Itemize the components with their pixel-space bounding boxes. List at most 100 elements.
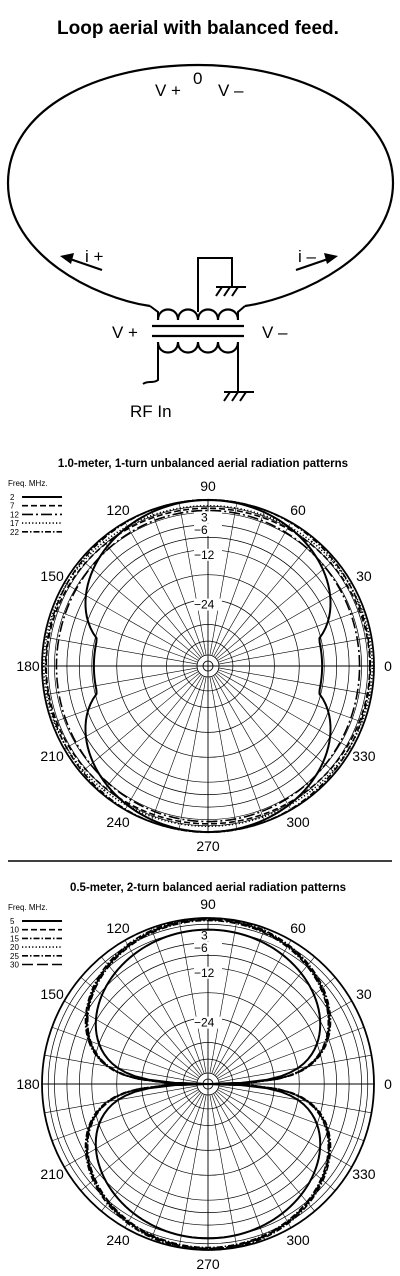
db-label-bg: [194, 548, 222, 561]
db-tick-label: 6: [201, 941, 208, 955]
grid-spoke: [178, 1094, 207, 1248]
db-label-bg: [194, 598, 222, 611]
grid-spoke: [209, 676, 238, 830]
db-label-bg: [194, 941, 222, 954]
series-17-line: [42, 504, 374, 828]
chart-title: 0.5-meter, 2-turn balanced aerial radiat…: [70, 882, 346, 894]
grid-spoke: [213, 1093, 292, 1228]
db-tick-sign: −: [194, 598, 201, 612]
db-tick-label: 3: [201, 510, 208, 524]
db-tick-sign: −: [194, 966, 201, 980]
angle-tick-label: 330: [352, 1166, 376, 1182]
grid-spoke: [209, 920, 238, 1074]
secondary-coil: [156, 308, 240, 321]
angle-tick-label: 270: [196, 838, 220, 854]
angle-tick-label: 90: [200, 478, 216, 494]
angle-tick-label: 0: [384, 1076, 392, 1092]
feed-lead-right: [237, 305, 246, 320]
angle-tick-label: 270: [196, 1256, 220, 1272]
label-v-plus-top: V +: [155, 81, 181, 100]
grid-spoke: [124, 940, 203, 1075]
ground-icon: [223, 391, 254, 402]
grid-spoke: [80, 672, 200, 773]
legend-label: 30: [10, 961, 19, 970]
polar-chart-balanced: 0.5-meter, 2-turn balanced aerial radiat…: [8, 882, 392, 1272]
db-tick-sign: −: [194, 548, 201, 562]
grid-spoke: [217, 582, 352, 661]
legend-label: 20: [10, 943, 19, 952]
legend-label: 22: [10, 528, 19, 537]
angle-tick-label: 90: [200, 896, 216, 912]
legend-label: 25: [10, 952, 19, 961]
legend-label: 10: [10, 926, 19, 935]
grid-spoke: [44, 636, 198, 665]
db-tick-sign: −: [194, 1016, 201, 1030]
angle-tick-label: 120: [106, 920, 130, 936]
angle-tick-label: 210: [40, 1166, 64, 1182]
grid-spoke: [64, 582, 199, 661]
angle-tick-label: 150: [40, 986, 64, 1002]
label-i-plus: i +: [85, 247, 104, 266]
label-i-minus: i –: [298, 247, 317, 266]
grid-spoke: [213, 940, 292, 1075]
grid-spoke: [213, 675, 292, 810]
legend-title: Freq. MHz.: [8, 479, 48, 488]
grid-spoke: [80, 977, 200, 1078]
grid-spoke: [80, 1090, 200, 1191]
grid-spoke: [216, 559, 336, 660]
angle-tick-label: 180: [16, 1076, 40, 1092]
grid-spoke: [218, 608, 365, 663]
angle-tick-label: 0: [384, 658, 392, 674]
grid-spoke: [216, 1090, 336, 1191]
grid-spoke: [64, 1000, 199, 1079]
grid-spoke: [178, 676, 207, 830]
grid-spoke: [214, 538, 315, 658]
angle-tick-label: 210: [40, 748, 64, 764]
db-label-bg: [194, 1016, 222, 1029]
grid-spoke: [209, 502, 238, 656]
polar-grid: 03060901201501802102402703003303−6−12−24…: [16, 896, 392, 1272]
grid-spoke: [218, 667, 372, 696]
legend-label: 5: [10, 917, 15, 926]
db-tick-label: 12: [201, 548, 215, 562]
grid-spoke: [150, 1094, 205, 1241]
grid-spoke: [216, 672, 336, 773]
grid-spoke: [101, 538, 202, 658]
diagram-title: Loop aerial with balanced feed.: [57, 18, 339, 39]
db-label-bg: [194, 511, 222, 524]
series-layer: [42, 498, 374, 834]
angle-tick-label: 30: [356, 986, 372, 1002]
centre-tap: [197, 257, 233, 312]
db-tick-label: 6: [201, 523, 208, 537]
grid-spoke: [51, 608, 198, 663]
legend-label: 12: [10, 510, 19, 519]
grid-spoke: [218, 636, 372, 665]
db-tick-label: 24: [201, 598, 215, 612]
grid-spoke: [218, 669, 365, 724]
chart-title: 1.0-meter, 1-turn unbalanced aerial radi…: [58, 458, 348, 470]
legend-label: 15: [10, 934, 19, 943]
db-tick-sign: −: [194, 941, 201, 955]
polar-grid: 03060901201501802102402703003303−6−12−24…: [16, 478, 392, 854]
grid-spoke: [211, 927, 266, 1074]
grid-spoke: [64, 671, 199, 750]
label-v-plus: V +: [112, 323, 138, 342]
grid-spoke: [209, 1094, 238, 1248]
grid-spoke: [217, 1000, 352, 1079]
legend-title: Freq. MHz.: [8, 903, 48, 912]
grid-spoke: [150, 509, 205, 656]
grid-spoke: [218, 1087, 365, 1142]
series-12-line: [55, 509, 361, 823]
angle-tick-label: 150: [40, 568, 64, 584]
grid-spoke: [178, 502, 207, 656]
polar-chart-unbalanced: 1.0-meter, 1-turn unbalanced aerial radi…: [8, 458, 392, 854]
grid-spoke: [124, 522, 203, 657]
angle-tick-label: 300: [286, 1232, 310, 1248]
db-label-bg: [194, 523, 222, 536]
series-layer: [84, 917, 332, 1251]
db-tick-label: 3: [201, 928, 208, 942]
angle-tick-label: 330: [352, 748, 376, 764]
loop-diagram: Loop aerial with balanced feed.: [6, 18, 395, 421]
